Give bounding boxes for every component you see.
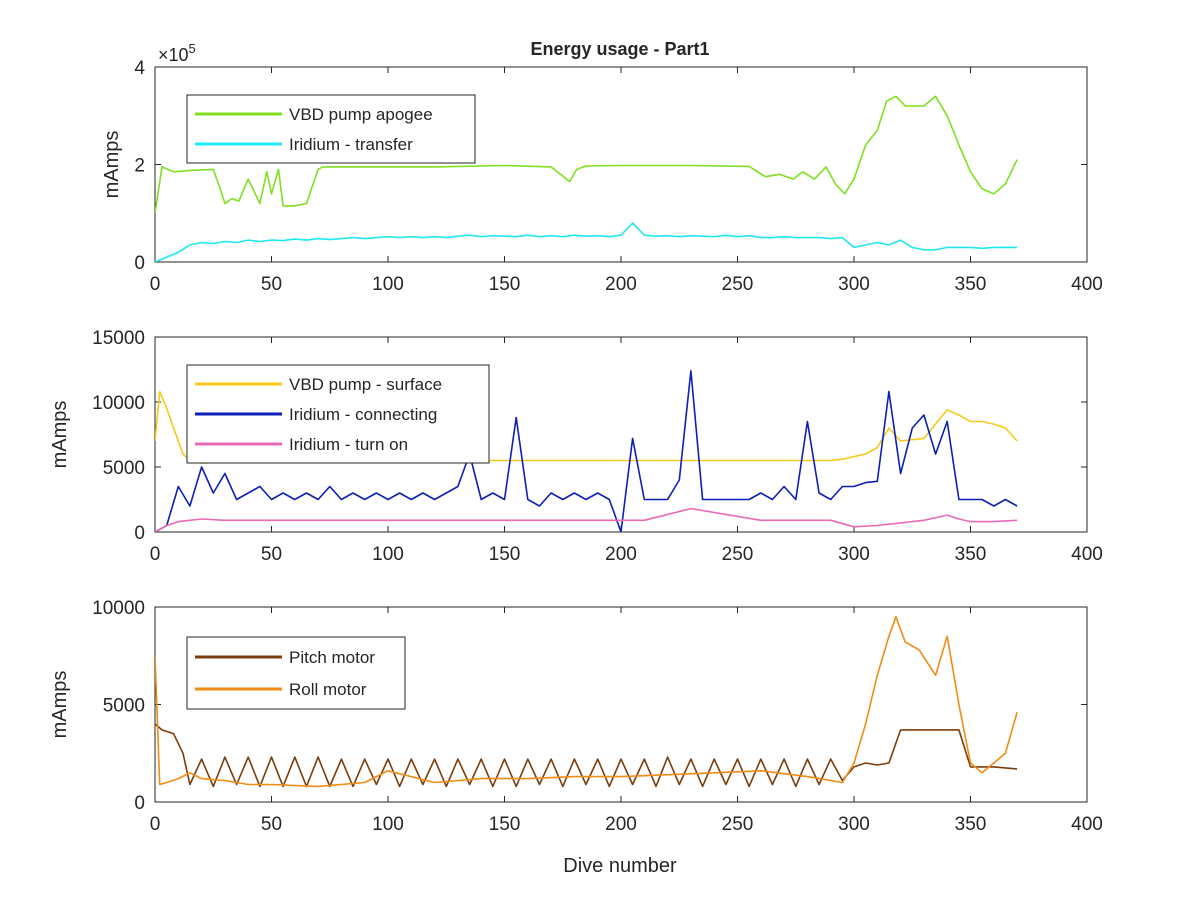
x-tick-label: 0	[150, 274, 161, 295]
legend-label: Roll motor	[289, 680, 367, 699]
legend-label: Pitch motor	[289, 648, 375, 667]
x-tick-label: 150	[489, 814, 521, 835]
y-tick-label: 10000	[92, 393, 145, 414]
series-line-iridium-turn-on	[155, 507, 1018, 532]
x-tick-label: 150	[489, 274, 521, 295]
series-line-iridium-transfer	[155, 222, 1018, 262]
series-line-iridium-connecting	[155, 369, 1018, 532]
x-tick-label: 0	[150, 814, 161, 835]
y-tick-label: 5000	[103, 696, 145, 717]
x-tick-label: 300	[838, 544, 870, 565]
y-tick-label: 10000	[92, 598, 145, 619]
y-tick-label: 5000	[103, 458, 145, 479]
x-tick-label: 250	[722, 544, 754, 565]
x-tick-label: 100	[372, 544, 404, 565]
subplot-pitch-roll-motor: 0 50 100 150 200 250 300 350 400 0 5000 10000 mAmps P…	[49, 598, 1103, 835]
x-tick-label: 400	[1071, 544, 1103, 565]
x-tick-label: 400	[1071, 274, 1103, 295]
x-tick-label: 0	[150, 544, 161, 565]
series-line-pitch-motor	[155, 723, 1018, 788]
series-line-vbd-pump-apogee	[155, 95, 1018, 214]
legend-box	[186, 94, 476, 164]
x-tick-label: 350	[955, 274, 987, 295]
x-tick-label: 100	[372, 814, 404, 835]
legend-label: Iridium - transfer	[289, 135, 413, 154]
y-tick-label: 0	[134, 523, 145, 544]
x-tick-label: 250	[722, 814, 754, 835]
legend: VBD pump apogee Iridium - transfer	[186, 94, 476, 164]
x-tick-label: 300	[838, 274, 870, 295]
y-tick-label: 15000	[92, 328, 145, 349]
y-tick-label: 0	[134, 793, 145, 814]
x-tick-label: 400	[1071, 814, 1103, 835]
figure-title: Energy usage - Part1	[530, 39, 709, 59]
legend: Pitch motor Roll motor	[186, 636, 406, 710]
x-tick-label: 100	[372, 274, 404, 295]
x-tick-label: 200	[605, 544, 637, 565]
y-axis-label: mAmps	[49, 401, 71, 469]
x-tick-label: 350	[955, 544, 987, 565]
x-tick-label: 200	[605, 274, 637, 295]
x-tick-label: 250	[722, 274, 754, 295]
x-tick-label: 300	[838, 814, 870, 835]
legend-label: VBD pump - surface	[289, 375, 442, 394]
x-tick-label: 50	[261, 274, 282, 295]
y-exponent-power: 5	[189, 41, 196, 56]
legend-label: VBD pump apogee	[289, 105, 433, 124]
legend-label: Iridium - turn on	[289, 435, 408, 454]
x-tick-label: 150	[489, 544, 521, 565]
subplot-vbd-apogee-iridium-transfer: 0 50 100 150 200 250 300 350 400024mAmps×105VBD …	[101, 41, 1103, 295]
x-tick-label: 350	[955, 814, 987, 835]
legend-label: Iridium - connecting	[289, 405, 437, 424]
series-lines	[155, 615, 1018, 788]
x-tick-label: 50	[261, 814, 282, 835]
y-tick-label: 2	[134, 156, 145, 177]
legend-box	[186, 636, 406, 710]
y-axis-label: mAmps	[49, 671, 71, 739]
y-tick-label: 0	[134, 253, 145, 274]
y-tick-label: 4	[134, 58, 145, 79]
series-line-roll-motor	[155, 615, 1018, 788]
x-axis-label: Dive number	[563, 855, 677, 877]
series-lines	[155, 95, 1018, 262]
x-tick-label: 200	[605, 814, 637, 835]
legend: VBD pump - surface Iridium - connecting Ir…	[186, 364, 490, 464]
subplot-vbd-surface-iridium: 0 50 100 150 200 250 300 350 400 0 5000 10000 15000 m…	[49, 328, 1103, 565]
x-tick-label: 50	[261, 544, 282, 565]
y-axis-label: mAmps	[101, 131, 123, 199]
